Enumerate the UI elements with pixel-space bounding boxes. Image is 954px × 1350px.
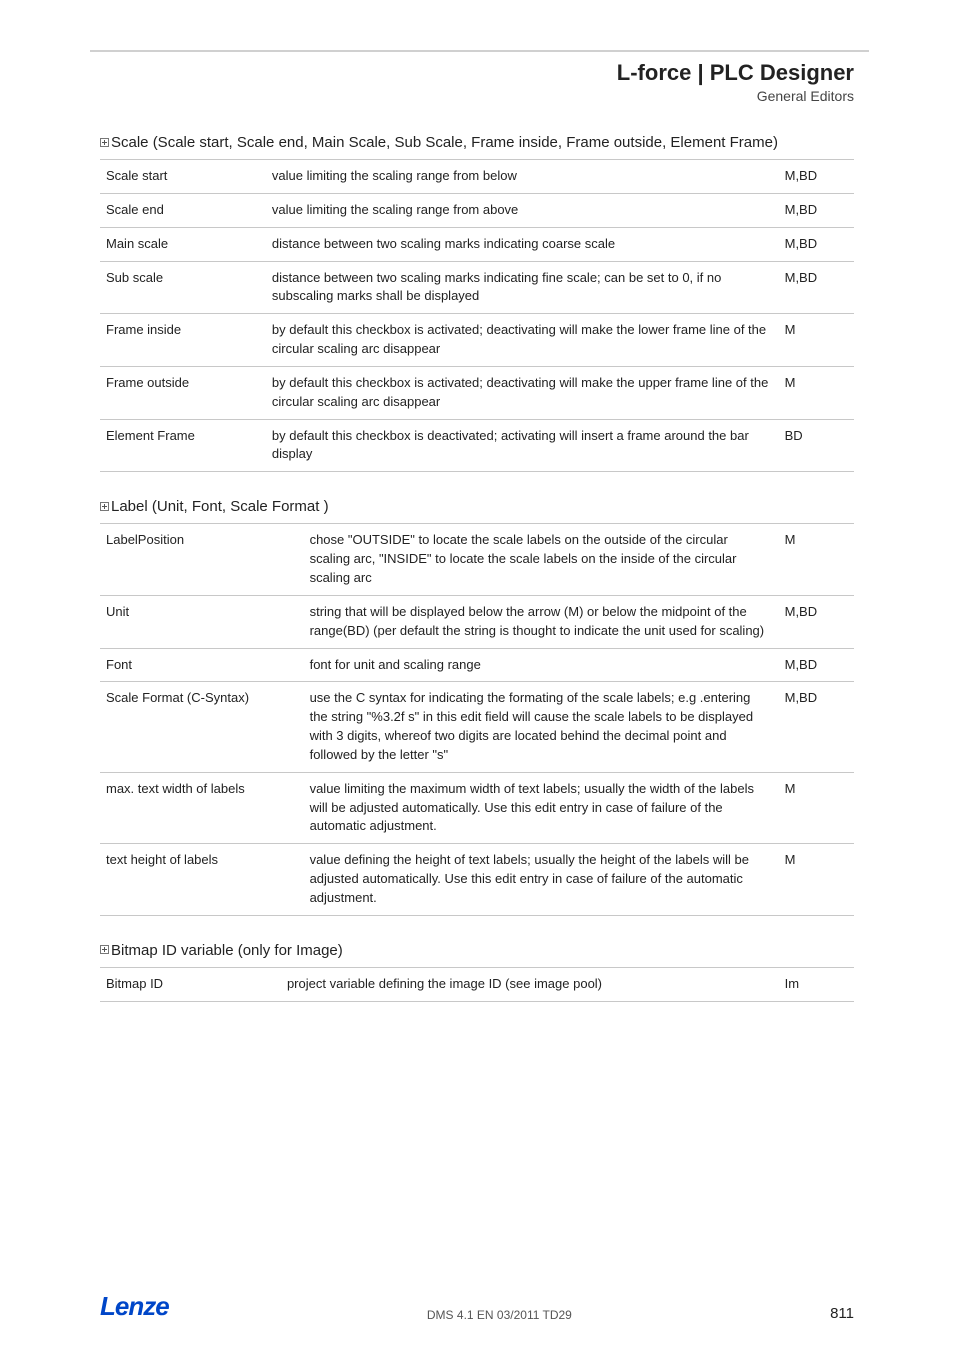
footer-center: DMS 4.1 EN 03/2011 TD29 xyxy=(427,1308,572,1322)
page-header: L-force | PLC Designer General Editors xyxy=(100,60,854,104)
expand-icon[interactable] xyxy=(100,138,109,147)
table-row: max. text width of labelsvalue limiting … xyxy=(100,772,854,844)
page-number: 811 xyxy=(830,1305,854,1322)
section-label-title: Label (Unit, Font, Scale Format ) xyxy=(100,498,854,515)
section-title-text: Scale (Scale start, Scale end, Main Scal… xyxy=(111,134,778,151)
prop-name: Scale start xyxy=(100,160,266,194)
section-scale-title: Scale (Scale start, Scale end, Main Scal… xyxy=(100,134,854,151)
expand-icon[interactable] xyxy=(100,945,109,954)
prop-name: Bitmap ID xyxy=(100,967,281,1001)
prop-desc: distance between two scaling marks indic… xyxy=(266,227,779,261)
table-row: Unitstring that will be displayed below … xyxy=(100,595,854,648)
table-row: text height of labelsvalue defining the … xyxy=(100,844,854,916)
expand-icon[interactable] xyxy=(100,502,109,511)
label-table: LabelPositionchose "OUTSIDE" to locate t… xyxy=(100,523,854,916)
bitmap-table: Bitmap IDproject variable defining the i… xyxy=(100,967,854,1002)
prop-tag: M xyxy=(779,844,854,916)
prop-desc: value limiting the scaling range from ab… xyxy=(266,193,779,227)
prop-desc: value limiting the maximum width of text… xyxy=(304,772,779,844)
prop-name: Frame inside xyxy=(100,314,266,367)
prop-name: Frame outside xyxy=(100,366,266,419)
prop-tag: M xyxy=(779,772,854,844)
prop-name: Unit xyxy=(100,595,304,648)
page-footer: Lenze DMS 4.1 EN 03/2011 TD29 811 xyxy=(100,1291,854,1322)
page: L-force | PLC Designer General Editors S… xyxy=(0,0,954,1350)
top-border xyxy=(90,50,869,52)
prop-desc: distance between two scaling marks indic… xyxy=(266,261,779,314)
prop-tag: M,BD xyxy=(779,682,854,772)
table-row: Main scaledistance between two scaling m… xyxy=(100,227,854,261)
prop-desc: value defining the height of text labels… xyxy=(304,844,779,916)
prop-tag: M,BD xyxy=(779,595,854,648)
prop-name: Scale end xyxy=(100,193,266,227)
prop-tag: M,BD xyxy=(779,648,854,682)
prop-desc: string that will be displayed below the … xyxy=(304,595,779,648)
header-subtitle: General Editors xyxy=(100,88,854,104)
table-row: LabelPositionchose "OUTSIDE" to locate t… xyxy=(100,524,854,596)
table-row: Fontfont for unit and scaling rangeM,BD xyxy=(100,648,854,682)
prop-tag: M xyxy=(779,524,854,596)
prop-desc: value limiting the scaling range from be… xyxy=(266,160,779,194)
prop-name: Element Frame xyxy=(100,419,266,472)
prop-desc: project variable defining the image ID (… xyxy=(281,967,779,1001)
table-row: Scale startvalue limiting the scaling ra… xyxy=(100,160,854,194)
prop-desc: by default this checkbox is activated; d… xyxy=(266,366,779,419)
prop-tag: M,BD xyxy=(779,261,854,314)
prop-name: Sub scale xyxy=(100,261,266,314)
prop-name: text height of labels xyxy=(100,844,304,916)
table-row: Scale endvalue limiting the scaling rang… xyxy=(100,193,854,227)
prop-desc: by default this checkbox is deactivated;… xyxy=(266,419,779,472)
prop-name: Scale Format (C-Syntax) xyxy=(100,682,304,772)
table-row: Frame insideby default this checkbox is … xyxy=(100,314,854,367)
prop-tag: M xyxy=(779,366,854,419)
table-row: Sub scaledistance between two scaling ma… xyxy=(100,261,854,314)
prop-name: Font xyxy=(100,648,304,682)
prop-name: LabelPosition xyxy=(100,524,304,596)
table-row: Scale Format (C-Syntax)use the C syntax … xyxy=(100,682,854,772)
prop-tag: Im xyxy=(779,967,854,1001)
section-bitmap-title: Bitmap ID variable (only for Image) xyxy=(100,942,854,959)
prop-desc: use the C syntax for indicating the form… xyxy=(304,682,779,772)
table-row: Frame outsideby default this checkbox is… xyxy=(100,366,854,419)
prop-tag: M xyxy=(779,314,854,367)
prop-tag: M,BD xyxy=(779,160,854,194)
prop-name: Main scale xyxy=(100,227,266,261)
scale-table: Scale startvalue limiting the scaling ra… xyxy=(100,159,854,472)
prop-tag: M,BD xyxy=(779,227,854,261)
section-title-text: Label (Unit, Font, Scale Format ) xyxy=(111,498,329,515)
lenze-logo: Lenze xyxy=(100,1291,169,1322)
prop-name: max. text width of labels xyxy=(100,772,304,844)
prop-desc: font for unit and scaling range xyxy=(304,648,779,682)
table-row: Bitmap IDproject variable defining the i… xyxy=(100,967,854,1001)
header-title: L-force | PLC Designer xyxy=(100,60,854,86)
prop-tag: BD xyxy=(779,419,854,472)
table-row: Element Frameby default this checkbox is… xyxy=(100,419,854,472)
prop-desc: by default this checkbox is activated; d… xyxy=(266,314,779,367)
section-title-text: Bitmap ID variable (only for Image) xyxy=(111,942,343,959)
prop-desc: chose "OUTSIDE" to locate the scale labe… xyxy=(304,524,779,596)
prop-tag: M,BD xyxy=(779,193,854,227)
